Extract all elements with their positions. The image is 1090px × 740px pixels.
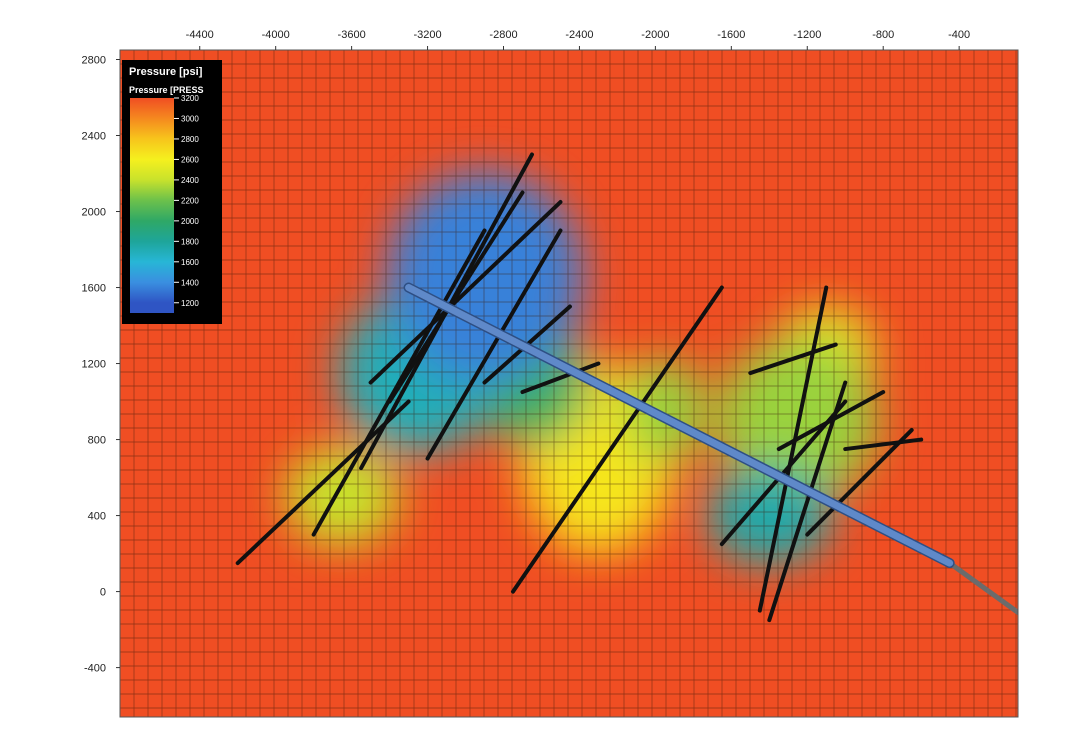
x-tick-label: -4400 xyxy=(186,29,214,41)
fracture-14 xyxy=(748,342,838,376)
legend-tick-label: 1600 xyxy=(181,258,199,267)
fracture-6 xyxy=(510,285,724,594)
y-tick-label: 800 xyxy=(88,435,106,447)
y-tick-label: 2800 xyxy=(82,55,106,67)
x-tick-label: -1600 xyxy=(717,29,745,41)
legend-tick-label: 2200 xyxy=(181,196,199,205)
fracture-0 xyxy=(235,399,411,566)
y-tick-label: -400 xyxy=(84,663,106,675)
y-tick-label: 2000 xyxy=(82,207,106,219)
x-tick-label: -2000 xyxy=(641,29,669,41)
y-tick-label: 0 xyxy=(100,587,106,599)
legend-tick-label: 1800 xyxy=(181,237,199,246)
depletion-zone-2 xyxy=(285,447,400,546)
legend-tick-label: 3000 xyxy=(181,114,199,123)
plot-border xyxy=(119,49,1019,718)
x-tick-label: -4000 xyxy=(262,29,290,41)
y-tick-label: 1600 xyxy=(82,283,106,295)
fracture-12 xyxy=(805,428,914,537)
x-tick-label: -400 xyxy=(948,29,970,41)
legend-colorbar xyxy=(130,98,174,313)
fracture-10 xyxy=(757,285,829,613)
y-tick-label: 400 xyxy=(88,511,106,523)
legend-tick-label: 1400 xyxy=(181,278,199,287)
fracture-15 xyxy=(843,437,924,452)
legend-subtitle: Pressure [PRESS xyxy=(129,85,204,95)
x-tick-label: -3200 xyxy=(413,29,441,41)
fracture-4 xyxy=(387,190,525,404)
y-tick-label: 1200 xyxy=(82,359,106,371)
fracture-3 xyxy=(425,228,563,461)
wellbore xyxy=(405,284,954,567)
x-tick-label: -1200 xyxy=(793,29,821,41)
fracture-13 xyxy=(776,390,886,452)
x-tick-label: -2400 xyxy=(565,29,593,41)
plot-area xyxy=(119,49,1019,718)
fracture-1 xyxy=(311,228,487,537)
fracture-8 xyxy=(520,361,601,395)
legend-tick-label: 2400 xyxy=(181,176,199,185)
x-tick-label: -800 xyxy=(872,29,894,41)
y-axis-ticks: 2800 2400 2000 1600 1200 800 400 0 -400 xyxy=(82,55,120,675)
wellbore-extension xyxy=(947,560,1018,615)
x-tick-label: -3600 xyxy=(338,29,366,41)
y-tick-label: 2400 xyxy=(82,131,106,143)
legend-tick-label: 2600 xyxy=(181,155,199,164)
legend-tick-label: 2000 xyxy=(181,217,199,226)
x-tick-label: -2800 xyxy=(489,29,517,41)
legend-tick-label: 1200 xyxy=(181,299,199,308)
fracture-9 xyxy=(767,380,848,623)
legend-tick-label: 2800 xyxy=(181,135,199,144)
pressure-legend: Pressure [psi] Pressure [PRESS 3200 3000 2… xyxy=(122,60,222,324)
x-axis-ticks: -4400 -4000 -3600 -3200 -2800 -2400 -2000 -1600… xyxy=(186,29,970,50)
fracture-5 xyxy=(368,200,563,385)
legend-title: Pressure [psi] xyxy=(129,66,203,78)
legend-tick-label: 3200 xyxy=(181,94,199,103)
depletion-zone-3 xyxy=(623,357,707,465)
